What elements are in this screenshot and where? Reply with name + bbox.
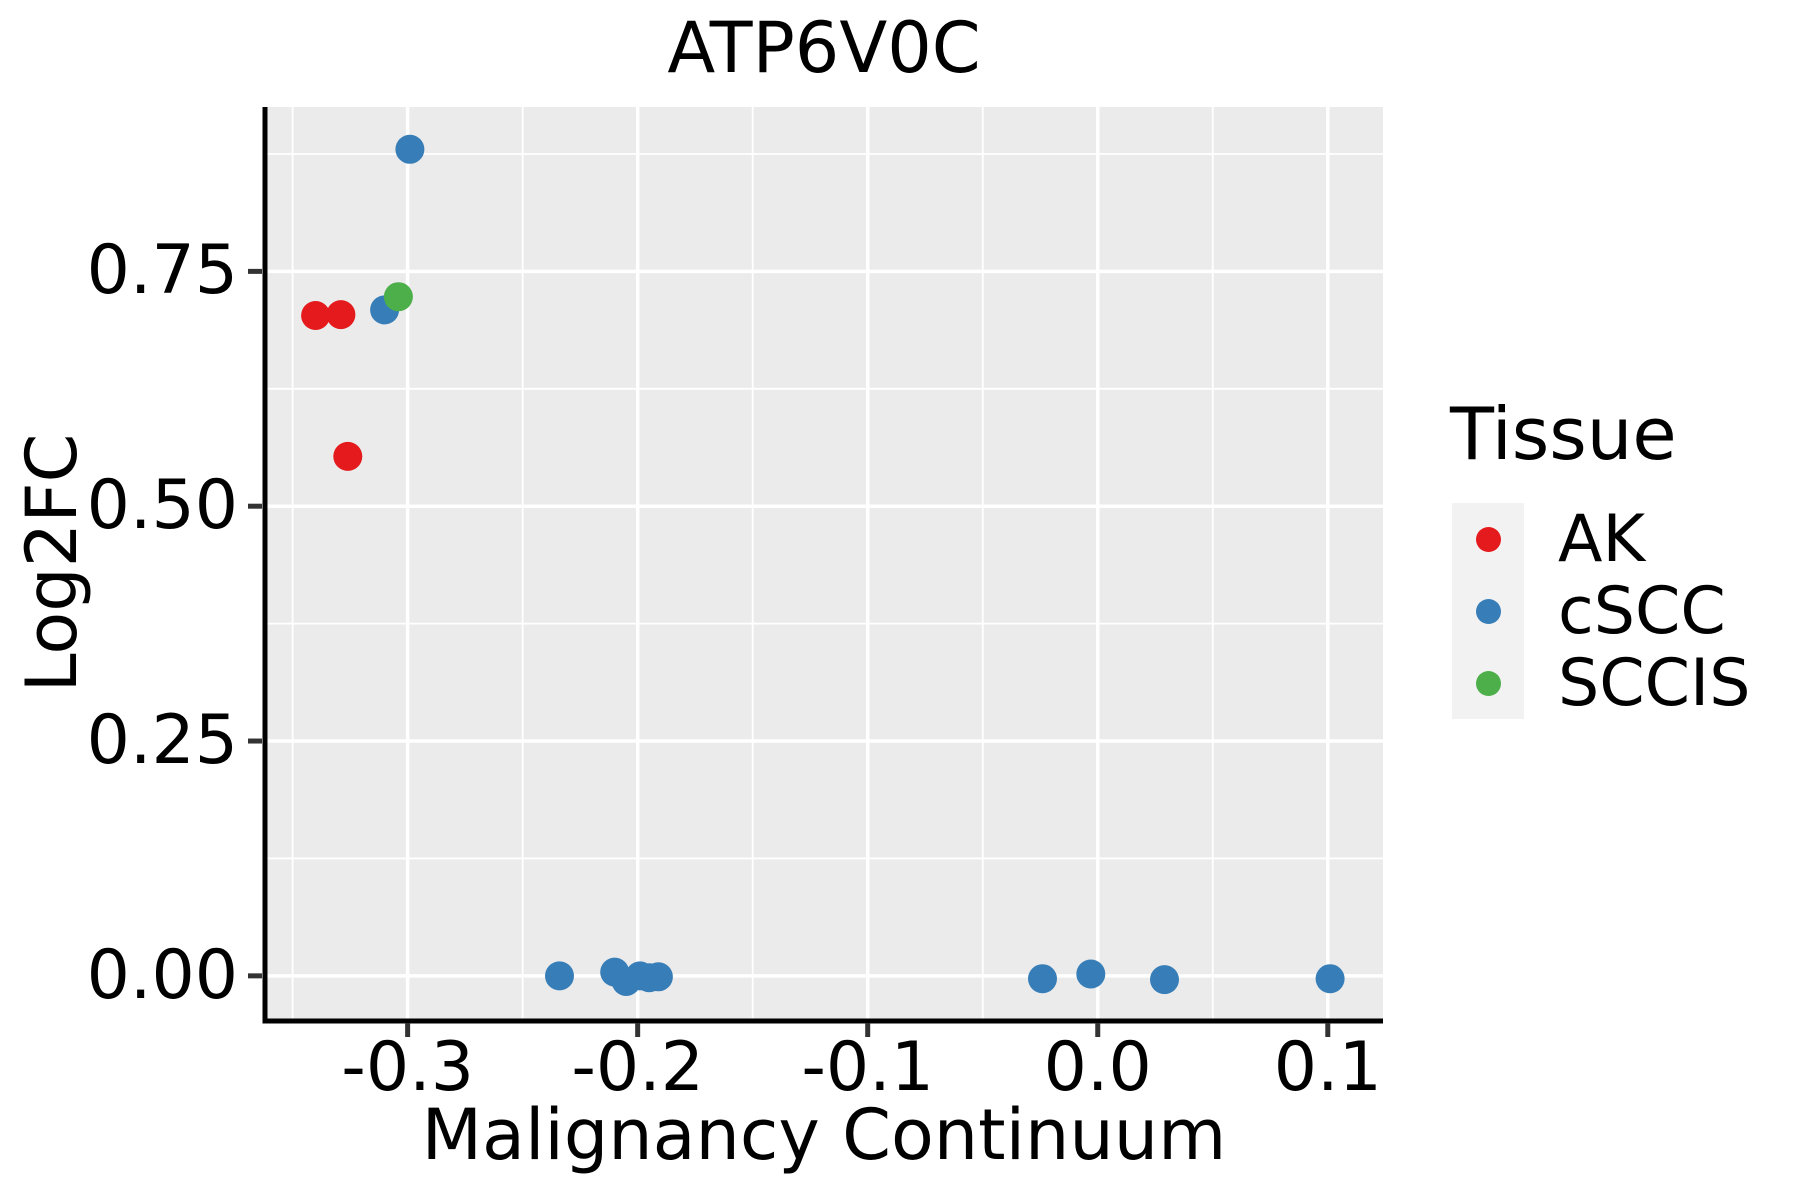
data-point-SCCIS xyxy=(383,282,413,312)
legend: Tissue AK cSCC SCCIS xyxy=(1450,398,1750,719)
legend-row-AK: AK xyxy=(1452,503,1750,575)
legend-label: cSCC xyxy=(1558,573,1726,649)
data-point-AK xyxy=(301,301,331,330)
legend-title: Tissue xyxy=(1450,392,1677,476)
data-point-cSCC xyxy=(545,961,574,991)
legend-dot-icon xyxy=(1475,670,1501,696)
data-point-AK xyxy=(326,300,356,330)
legend-dot-icon xyxy=(1475,598,1501,624)
legend-dot-icon xyxy=(1475,526,1501,552)
legend-row-SCCIS: SCCIS xyxy=(1452,647,1750,719)
x-tick-label: -0.3 xyxy=(341,1028,474,1107)
data-point-cSCC xyxy=(1150,965,1179,995)
legend-label: AK xyxy=(1558,501,1646,577)
data-point-cSCC xyxy=(1076,959,1106,989)
x-axis-title: Malignancy Continuum xyxy=(421,1094,1227,1176)
legend-label: SCCIS xyxy=(1558,645,1751,721)
legend-items: AK cSCC SCCIS xyxy=(1452,503,1750,719)
legend-key xyxy=(1452,503,1524,575)
x-tick-label: -0.2 xyxy=(571,1028,704,1107)
legend-key xyxy=(1452,647,1524,719)
plot-title: ATP6V0C xyxy=(667,7,981,89)
x-tick-label: -0.1 xyxy=(801,1028,935,1107)
panel-background xyxy=(265,107,1383,1020)
x-tick-label: 0.0 xyxy=(1043,1028,1152,1107)
data-point-cSCC xyxy=(395,134,425,164)
y-tick-label: 0.75 xyxy=(86,231,238,311)
legend-key xyxy=(1452,575,1524,647)
legend-row-cSCC: cSCC xyxy=(1452,575,1750,647)
y-tick-label: 0.25 xyxy=(86,701,238,781)
y-tick-label: 0.00 xyxy=(86,935,238,1015)
x-tick-label: 0.1 xyxy=(1273,1028,1382,1107)
y-tick-label: 0.50 xyxy=(86,466,238,546)
data-point-cSCC xyxy=(643,962,673,992)
data-point-AK xyxy=(333,441,363,471)
data-point-cSCC xyxy=(1315,964,1345,994)
y-axis-title: Log2FC xyxy=(11,433,93,693)
data-point-cSCC xyxy=(1028,964,1057,994)
